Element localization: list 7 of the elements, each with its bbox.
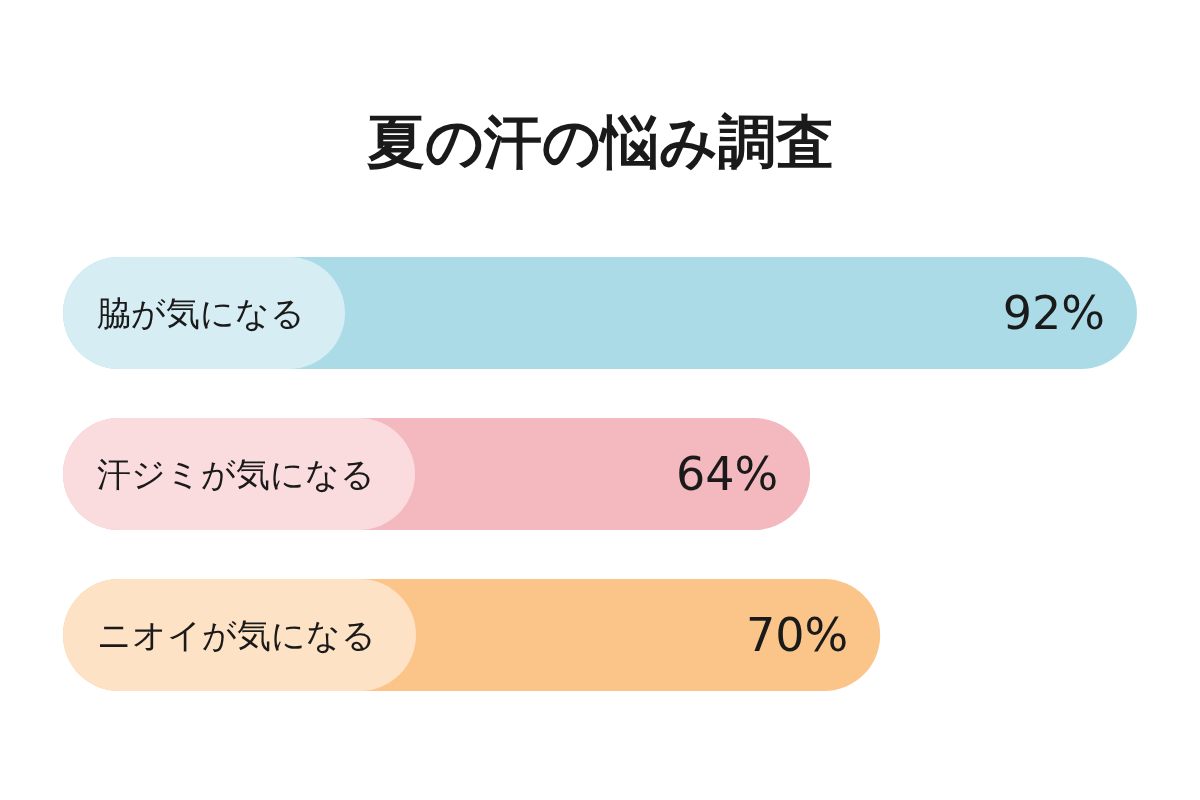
data-label: 92%	[1002, 286, 1105, 340]
chart-title: 夏の汗の悩み調査	[366, 108, 834, 176]
data-label: 64%	[675, 447, 779, 501]
data-label: 70%	[745, 608, 849, 662]
y-tick-label: 汗ジミが気になる	[97, 454, 375, 494]
y-tick-label: ニオイが気になる	[97, 615, 376, 655]
y-tick-label: 脇が気になる	[97, 293, 305, 333]
